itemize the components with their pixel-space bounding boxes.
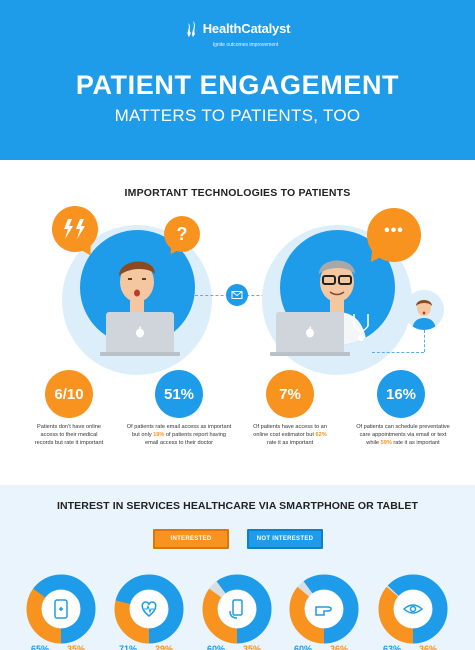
pointing-hand-icon (315, 606, 332, 616)
legend-not-interested: NOT INTERESTED (247, 529, 323, 549)
brand-logo[interactable]: HealthCatalyst Ignite outcomes improveme… (0, 18, 475, 48)
interest-donut-1 (26, 574, 96, 644)
stethoscope-icon (353, 314, 369, 341)
not-interested-percent: 29% (155, 644, 174, 650)
not-interested-percent: 36% (330, 644, 349, 650)
interest-heading: INTEREST IN SERVICES HEALTHCARE VIA SMAR… (56, 500, 419, 512)
email-badge (226, 284, 248, 306)
stat-text-schedule: Of patients can schedule preventative ca… (356, 424, 450, 446)
donut-center (218, 590, 256, 628)
not-interested-percent: 35% (67, 644, 86, 650)
technologies-heading: IMPORTANT TECHNOLOGIES TO PATIENTS (124, 187, 351, 199)
stat-text-records: Patients don't have online access to the… (34, 424, 104, 446)
interest-donut-2 (114, 574, 184, 644)
lightning-icon (64, 219, 85, 239)
interested-percent: 71% (119, 644, 138, 650)
not-interested-percent: 36% (419, 644, 438, 650)
interest-donut-3 (202, 574, 272, 644)
message-dots: ••• (384, 222, 404, 239)
donut-not-interested-segment (202, 574, 272, 644)
interested-percent: 60% (294, 644, 313, 650)
stat-text-cost: Of patients have access to an online cos… (253, 424, 327, 446)
page-title: PATIENT ENGAGEMENT (75, 70, 400, 100)
doctor-laptop-base (270, 352, 350, 356)
donut-center (305, 590, 343, 628)
small-patient-avatar (404, 290, 444, 330)
patient-laptop-base (100, 352, 180, 356)
frustration-bubble (52, 206, 98, 252)
interested-percent: 65% (31, 644, 50, 650)
not-interested-percent: 35% (243, 644, 262, 650)
message-bubble (367, 208, 421, 262)
eye-icon (402, 604, 424, 614)
donut-not-interested-segment (26, 574, 96, 644)
legend-interested: INTERESTED (153, 529, 229, 549)
apple-icon (136, 326, 144, 338)
stat-badge-cost: 7% (266, 370, 314, 418)
stat-badge-email: 51% (155, 370, 203, 418)
donut-not-interested-segment (289, 574, 359, 644)
interest-donut-5 (378, 574, 448, 644)
stat-badge-records: 6/10 (45, 370, 93, 418)
heart-icon (141, 601, 157, 617)
phone-hand-icon (229, 599, 243, 619)
donut-not-interested-segment (114, 574, 184, 644)
brand-name: HealthCatalyst (202, 20, 291, 36)
stat-text-email: Of patients rate email access as importa… (126, 424, 232, 446)
header-banner: HealthCatalyst Ignite outcomes improveme… (0, 0, 475, 160)
brand-tagline: Ignite outcomes improvement (212, 42, 279, 48)
envelope-icon (231, 291, 243, 299)
question-mark: ? (176, 224, 188, 244)
interested-percent: 63% (383, 644, 402, 650)
avatar-connector-horizontal (372, 352, 424, 353)
apple-icon (306, 326, 314, 338)
phone-medical-icon (54, 599, 68, 619)
stat-badge-schedule: 16% (377, 370, 425, 418)
interested-percent: 60% (207, 644, 226, 650)
flame-logo-icon (187, 21, 195, 37)
donut-not-interested-segment (378, 574, 448, 644)
patient-avatar-icon (412, 300, 436, 330)
question-bubble (164, 216, 200, 252)
interest-donut-4 (289, 574, 359, 644)
avatar-connector-vertical (424, 330, 425, 352)
page-subtitle: MATTERS TO PATIENTS, TOO (114, 106, 361, 125)
donut-center (394, 590, 432, 628)
